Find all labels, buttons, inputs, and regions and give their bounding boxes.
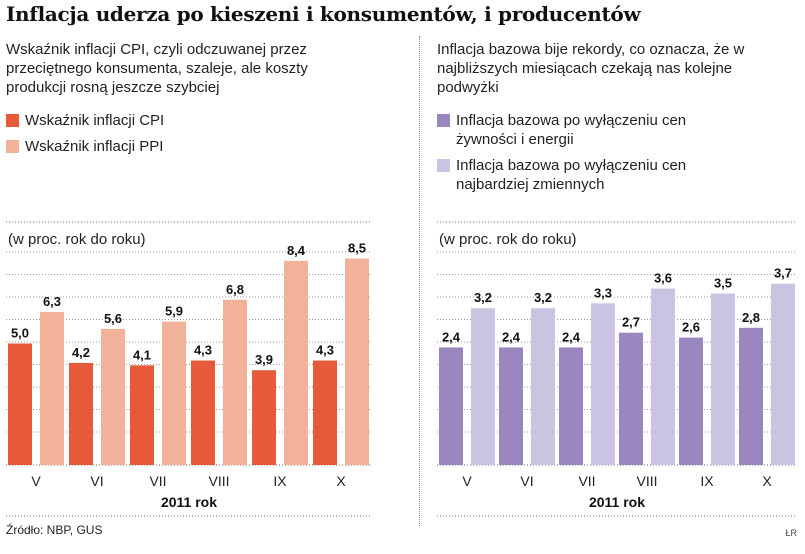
right-chart: 2,4 3,2 V 2,4 3,2 VI 2,4 3,3 VII 2,7 3,6 VIII 2,6 3,5… xyxy=(437,221,797,517)
right-panel: Inflacja bazowa bije rekordy, co oznacza… xyxy=(437,40,799,520)
left-tick-label: VII xyxy=(149,473,166,489)
left-data-label: 6,3 xyxy=(43,294,61,309)
right-bar-1-VII xyxy=(559,347,583,465)
left-bar-1-VI xyxy=(69,362,93,465)
right-data-label: 2,4 xyxy=(562,329,581,344)
right-tick-label: VIII xyxy=(636,473,657,489)
left-tick-label: VI xyxy=(90,473,103,489)
left-bar-2-VI xyxy=(101,328,125,465)
left-data-label: 5,6 xyxy=(104,311,122,326)
right-data-label: 2,6 xyxy=(682,320,700,335)
right-data-label: 3,3 xyxy=(594,285,612,300)
page-title: Inflacja uderza po kieszeni i konsumentó… xyxy=(6,2,641,26)
legend-swatch-ppi xyxy=(6,140,19,153)
right-data-label: 3,2 xyxy=(474,290,492,305)
source-note: Źródło: NBP, GUS xyxy=(6,523,103,537)
right-unit-label: (w proc. rok do roku) xyxy=(439,231,577,248)
right-bar-2-X xyxy=(771,283,795,465)
right-bar-1-VIII xyxy=(619,332,643,465)
right-bar-2-IX xyxy=(711,293,735,465)
legend-swatch-core-food-energy xyxy=(437,114,450,127)
right-tick-label: VII xyxy=(578,473,595,489)
right-tick-label: VI xyxy=(520,473,533,489)
left-data-label: 8,5 xyxy=(348,240,366,255)
author-credit: ŁR xyxy=(785,528,797,538)
panel-divider xyxy=(419,36,420,526)
right-legend: Inflacja bazowa po wyłączeniu cen żywnoś… xyxy=(437,111,799,194)
right-bar-1-X xyxy=(739,327,763,465)
right-tick-label: X xyxy=(762,473,772,489)
left-tick-label: IX xyxy=(273,473,287,489)
right-tick-label: V xyxy=(462,473,472,489)
left-data-label: 8,4 xyxy=(287,243,306,258)
left-x-axis-label: 2011 rok xyxy=(161,494,217,510)
left-data-label: 4,2 xyxy=(72,345,90,360)
right-bar-1-VI xyxy=(499,347,523,465)
legend-label-core-food-energy: Inflacja bazowa po wyłączeniu cen żywnoś… xyxy=(456,112,687,148)
right-data-label: 3,5 xyxy=(714,276,732,291)
left-data-label: 4,3 xyxy=(316,343,334,358)
left-bar-1-X xyxy=(313,360,337,465)
left-tick-label: X xyxy=(336,473,346,489)
legend-swatch-cpi xyxy=(6,114,19,127)
right-bar-1-V xyxy=(439,347,463,465)
left-bar-2-V xyxy=(40,311,64,465)
right-data-label: 2,4 xyxy=(442,329,461,344)
legend-label-core-volatile: Inflacja bazowa po wyłączeniu cen najbar… xyxy=(456,157,687,193)
right-data-label: 3,7 xyxy=(774,266,792,281)
right-bar-1-IX xyxy=(679,337,703,465)
right-x-axis-label: 2011 rok xyxy=(589,494,645,510)
right-description: Inflacja bazowa bije rekordy, co oznacza… xyxy=(437,41,745,96)
right-bar-2-VI xyxy=(531,308,555,465)
left-bar-2-VIII xyxy=(223,299,247,465)
left-bar-1-VII xyxy=(130,365,154,465)
legend-item-ppi: Wskaźnik inflacji PPI xyxy=(6,137,401,156)
left-legend: Wskaźnik inflacji CPI Wskaźnik inflacji … xyxy=(6,111,401,156)
right-bar-2-VII xyxy=(591,303,615,465)
left-tick-label: VIII xyxy=(208,473,229,489)
right-data-label: 3,2 xyxy=(534,290,552,305)
left-data-label: 4,1 xyxy=(133,347,151,362)
legend-label-cpi: Wskaźnik inflacji CPI xyxy=(25,112,165,129)
right-data-label: 3,6 xyxy=(654,271,672,286)
left-data-label: 3,9 xyxy=(255,352,273,367)
left-chart: 5,0 6,3 V 4,2 5,6 VI 4,1 5,9 VII 4,3 6,8 VIII 3,9 8,4… xyxy=(6,221,372,517)
right-bar-2-VIII xyxy=(651,288,675,465)
left-tick-label: V xyxy=(31,473,41,489)
left-data-label: 4,3 xyxy=(194,343,212,358)
left-bar-2-X xyxy=(345,258,369,465)
left-bar-1-IX xyxy=(252,370,276,465)
right-bar-2-V xyxy=(471,308,495,465)
left-panel: Wskaźnik inflacji CPI, czyli odczuwanej … xyxy=(6,40,401,520)
left-description: Wskaźnik inflacji CPI, czyli odczuwanej … xyxy=(6,41,308,96)
left-bar-1-VIII xyxy=(191,360,215,465)
left-unit-label: (w proc. rok do roku) xyxy=(8,231,146,248)
right-tick-label: IX xyxy=(700,473,714,489)
left-data-label: 6,8 xyxy=(226,282,244,297)
right-data-label: 2,4 xyxy=(502,329,521,344)
legend-label-ppi: Wskaźnik inflacji PPI xyxy=(25,138,164,155)
legend-item-core-volatile: Inflacja bazowa po wyłączeniu cen najbar… xyxy=(437,156,799,194)
left-bar-2-IX xyxy=(284,260,308,465)
left-bar-1-V xyxy=(8,343,32,465)
legend-item-core-food-energy: Inflacja bazowa po wyłączeniu cen żywnoś… xyxy=(437,111,799,149)
left-data-label: 5,9 xyxy=(165,304,183,319)
right-data-label: 2,7 xyxy=(622,315,640,330)
legend-swatch-core-volatile xyxy=(437,159,450,172)
left-data-label: 5,0 xyxy=(11,326,29,341)
legend-item-cpi: Wskaźnik inflacji CPI xyxy=(6,111,401,130)
left-bar-2-VII xyxy=(162,321,186,465)
right-data-label: 2,8 xyxy=(742,310,760,325)
